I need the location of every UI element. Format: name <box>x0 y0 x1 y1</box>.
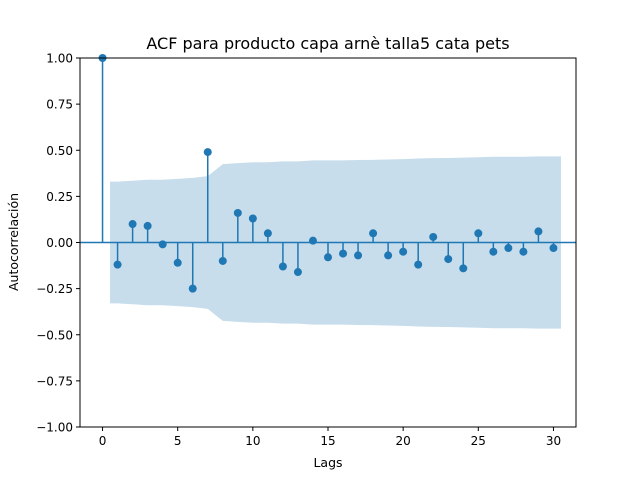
acf-point <box>414 260 423 269</box>
tick-layer: 0 5 10 15 20 25 30 1.00 0.75 0.50 0.25 0.00 −0.25 −0.… <box>36 52 561 449</box>
x-tick-label: 30 <box>546 434 561 448</box>
y-tick-label: −1.00 <box>36 421 73 435</box>
acf-point <box>384 251 393 260</box>
acf-point <box>113 260 122 269</box>
x-tick-label: 5 <box>174 434 182 448</box>
y-tick-label: 0.00 <box>46 236 73 250</box>
acf-point <box>459 264 468 273</box>
x-tick-label: 25 <box>471 434 486 448</box>
acf-point <box>278 262 287 271</box>
y-tick-label: −0.50 <box>36 328 73 342</box>
x-tick-label: 10 <box>245 434 260 448</box>
acf-point <box>128 220 137 229</box>
acf-point <box>399 247 408 256</box>
stem-layer <box>80 54 576 293</box>
x-axis-label: Lags <box>313 455 342 470</box>
y-tick-label: 0.25 <box>46 190 73 204</box>
acf-point <box>188 284 197 293</box>
x-tick-label: 15 <box>320 434 335 448</box>
y-tick-label: 1.00 <box>46 52 73 66</box>
acf-point <box>474 229 483 238</box>
acf-point <box>519 247 528 256</box>
y-tick-label: 0.50 <box>46 144 73 158</box>
acf-point <box>158 240 167 249</box>
acf-point <box>143 221 152 230</box>
acf-point <box>534 227 543 236</box>
y-axis-label: Autocorrelación <box>6 193 21 291</box>
acf-point <box>549 244 558 253</box>
acf-point <box>324 253 332 262</box>
acf-point <box>504 244 513 253</box>
acf-point <box>429 232 438 241</box>
acf-point <box>444 255 453 264</box>
acf-point <box>248 214 257 223</box>
acf-point <box>173 258 182 267</box>
acf-point <box>339 249 348 258</box>
acf-point <box>203 148 212 157</box>
acf-point <box>354 251 363 260</box>
acf-point <box>233 208 242 217</box>
acf-point <box>489 247 498 256</box>
x-tick-label: 0 <box>99 434 107 448</box>
acf-point <box>308 236 317 245</box>
chart-title: ACF para producto capa arnè talla5 cata … <box>146 34 509 53</box>
x-tick-label: 20 <box>396 434 411 448</box>
y-tick-label: 0.75 <box>46 98 73 112</box>
acf-point <box>293 268 302 277</box>
y-tick-label: −0.25 <box>36 282 73 296</box>
acf-point <box>369 229 378 238</box>
y-tick-label: −0.75 <box>36 374 73 388</box>
acf-point <box>218 256 227 265</box>
acf-point <box>263 229 272 238</box>
